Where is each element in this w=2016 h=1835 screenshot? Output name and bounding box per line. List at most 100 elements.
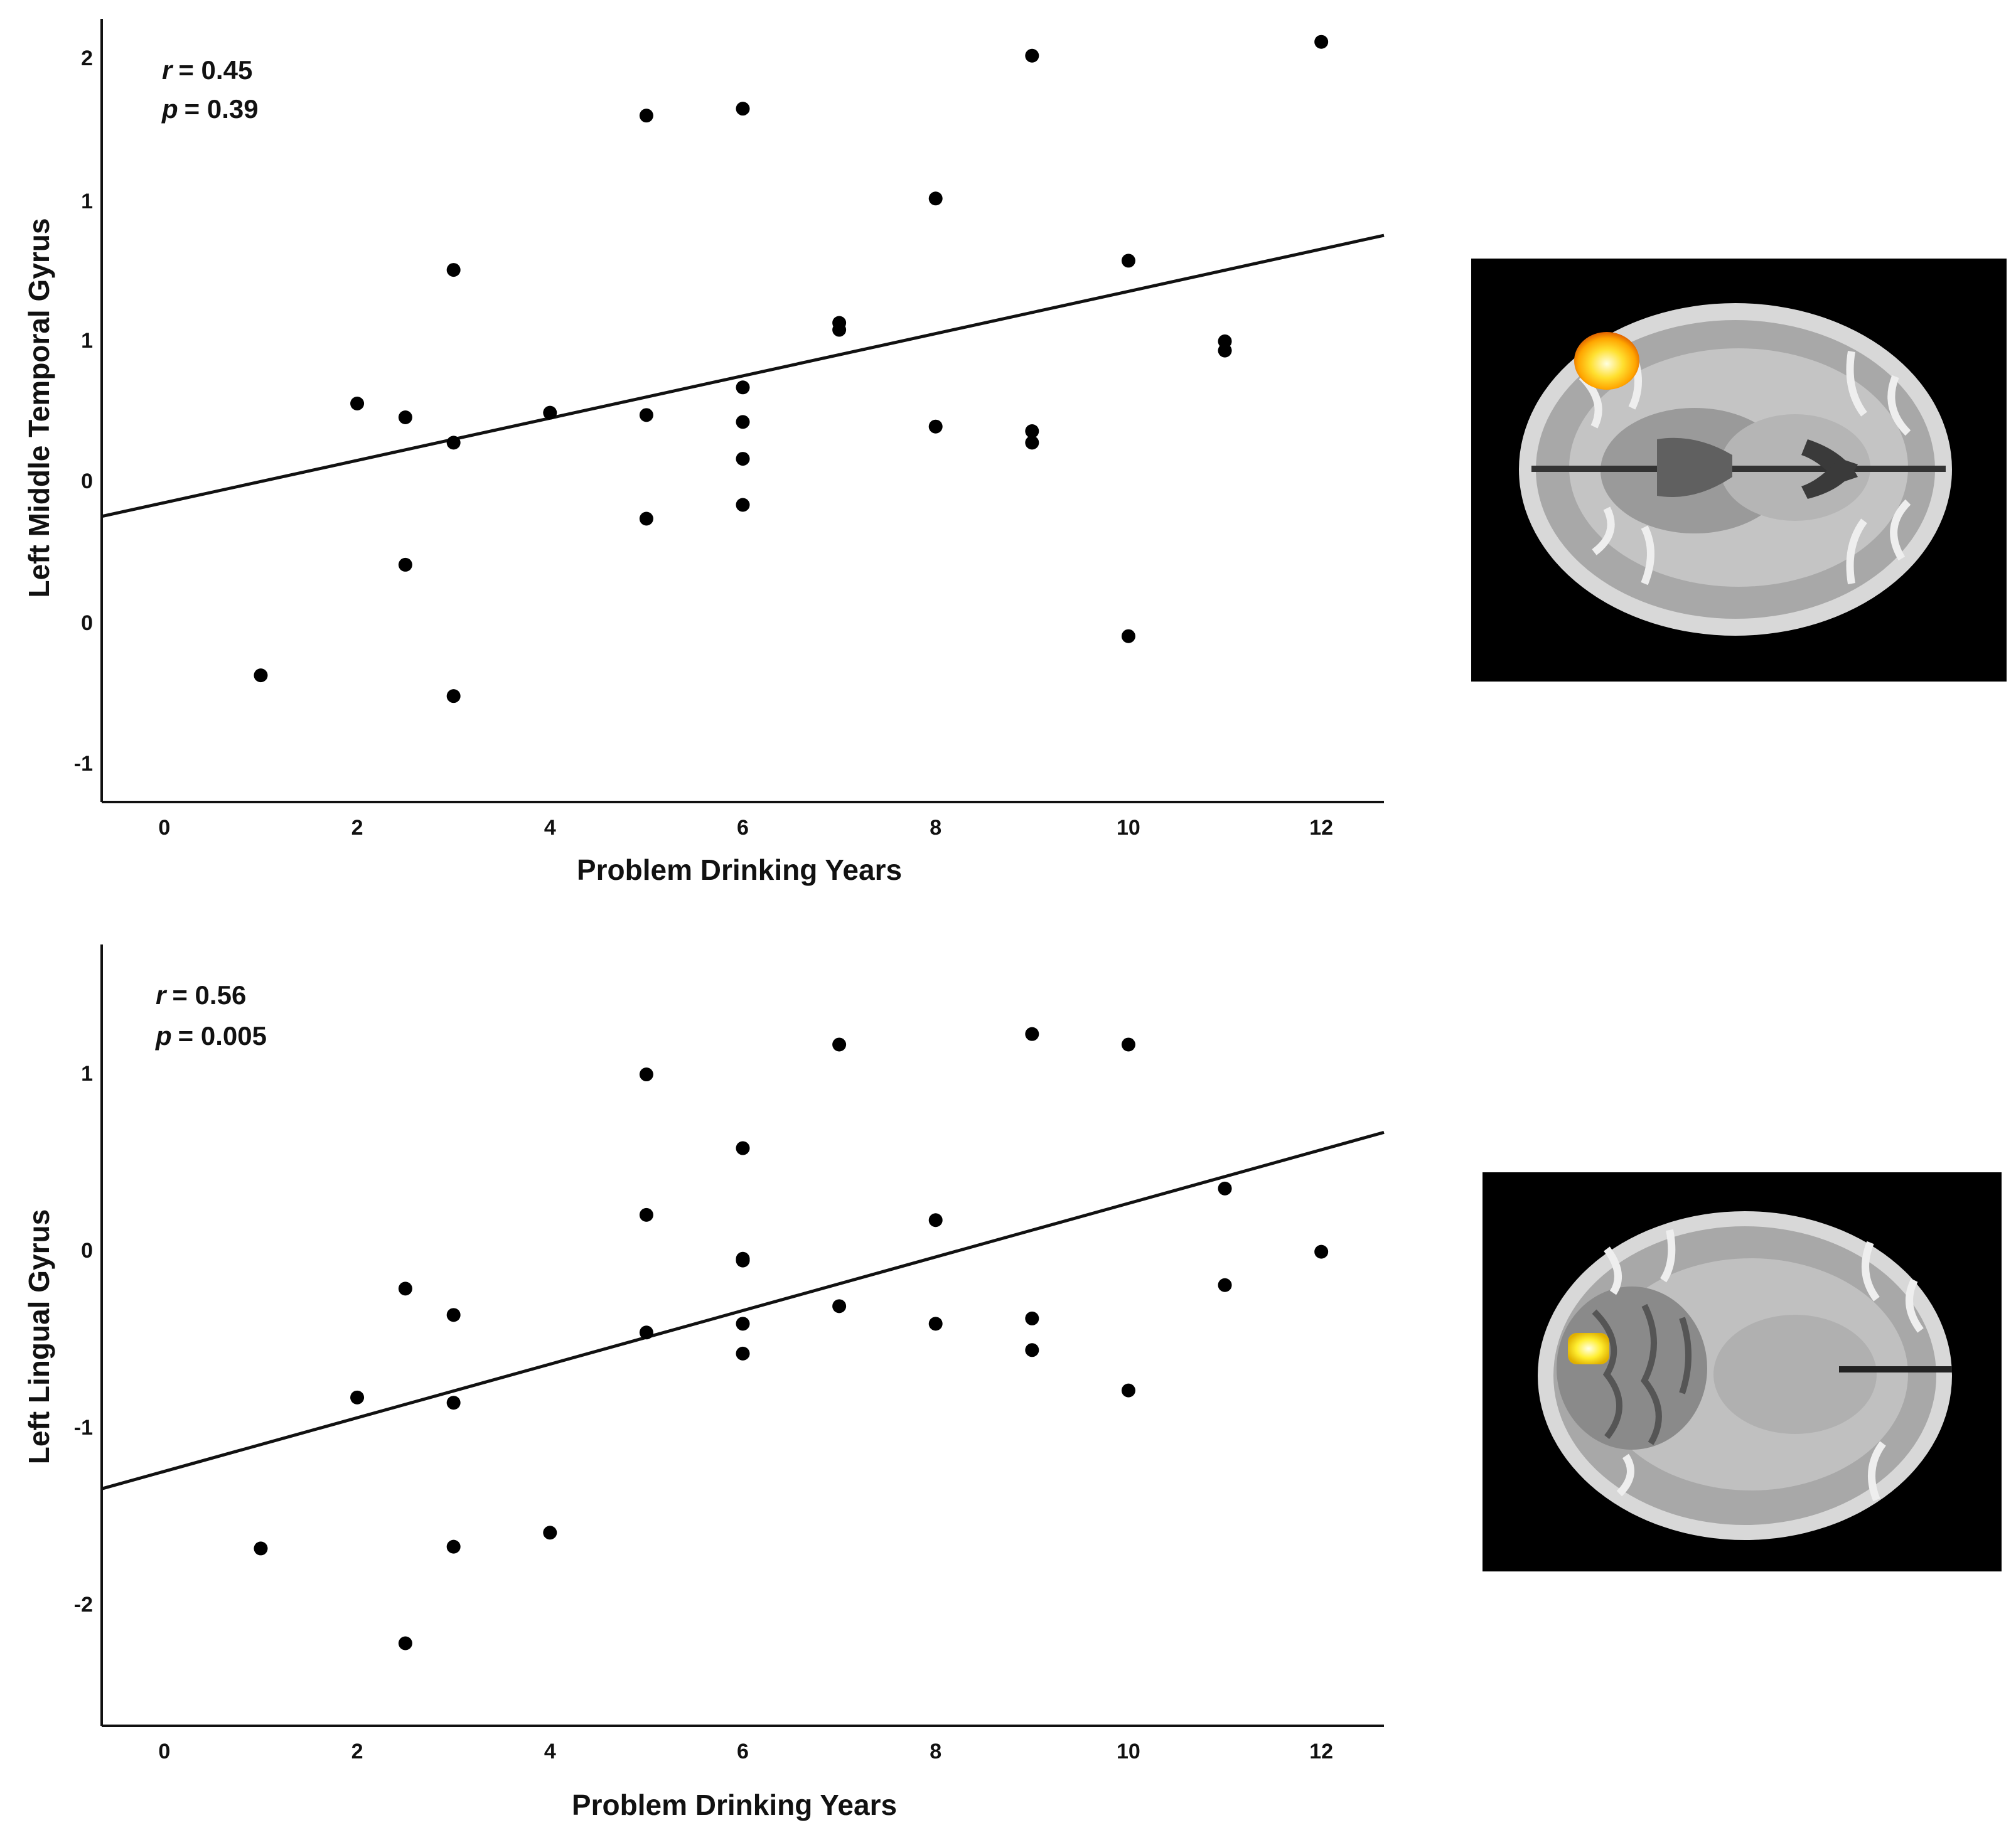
data-point [446, 689, 461, 704]
x-axis-title: Problem Drinking Years [577, 853, 902, 886]
y-tick-label: -1 [74, 1416, 93, 1440]
y-tick-label: -1 [74, 752, 93, 776]
scatter-chart-middle-temporal: 2 1 1 0 0 -1 0 2 4 6 8 10 12 Problem Drinking … [23, 19, 1385, 886]
data-point [1218, 1278, 1232, 1292]
x-tick-label: 12 [1309, 1740, 1333, 1763]
data-point [1314, 1244, 1329, 1259]
p-value: = 0.39 [185, 94, 259, 124]
x-tick-label: 10 [1117, 1740, 1140, 1763]
data-point [736, 102, 750, 116]
x-tick-label: 6 [737, 816, 749, 840]
trend-line [101, 233, 1385, 518]
data-point [543, 1526, 557, 1540]
r-label: r [162, 55, 174, 85]
data-point [446, 1539, 461, 1554]
data-point [928, 191, 943, 206]
data-point [1025, 48, 1039, 63]
y-axis-title: Left Lingual Gyrus [23, 1209, 55, 1464]
stats-annotation: r = 0.45 p = 0.39 [161, 55, 259, 124]
activation-blob [1568, 1333, 1609, 1364]
x-tick-label: 0 [158, 816, 170, 840]
data-point [446, 1308, 461, 1322]
data-point [1121, 629, 1135, 643]
r-annotation: r = 0.45 [162, 55, 252, 85]
stats-annotation: r = 0.56 p = 0.005 [155, 980, 267, 1051]
x-axis-title: Problem Drinking Years [572, 1789, 897, 1821]
y-tick-label: 0 [81, 1239, 93, 1263]
data-point [1025, 424, 1039, 439]
data-point [543, 405, 557, 420]
p-label: p [161, 94, 178, 124]
data-point [639, 1325, 653, 1340]
trend-line [101, 1130, 1385, 1490]
data-point [1025, 436, 1039, 450]
data-point [928, 1317, 943, 1331]
y-tick-label: 2 [81, 46, 93, 70]
r-value: = 0.45 [178, 55, 252, 85]
brain-slice [1538, 1211, 1952, 1540]
data-points [254, 35, 1329, 704]
data-point [1025, 1311, 1039, 1325]
x-tick-label: 10 [1117, 816, 1140, 840]
scatter-chart-lingual: 1 0 -1 -2 0 2 4 6 8 10 12 Problem Drinking Yea… [23, 944, 1385, 1821]
data-point [1121, 254, 1135, 268]
y-tick-label: -2 [74, 1593, 93, 1617]
p-annotation: p = 0.39 [161, 94, 259, 124]
data-point [639, 1067, 653, 1082]
x-tick-labels: 0 2 4 6 8 10 12 [158, 816, 1333, 840]
r-annotation: r = 0.56 [156, 980, 246, 1010]
y-tick-label: 0 [81, 611, 93, 635]
x-tick-label: 4 [544, 1740, 556, 1763]
data-point [398, 410, 412, 425]
data-point [832, 1299, 847, 1313]
data-point [736, 380, 750, 395]
data-point [639, 408, 653, 422]
data-point [639, 511, 653, 526]
data-point [736, 1141, 750, 1155]
data-point [446, 436, 461, 450]
data-point [446, 1396, 461, 1410]
data-point [1025, 1343, 1039, 1357]
data-point [398, 1281, 412, 1296]
r-value: = 0.56 [172, 980, 246, 1010]
y-tick-label: 1 [81, 190, 93, 213]
x-tick-labels: 0 2 4 6 8 10 12 [158, 1740, 1333, 1763]
p-label: p [155, 1021, 172, 1051]
data-point [736, 452, 750, 466]
y-tick-labels: 1 0 -1 -2 [74, 1062, 93, 1617]
y-tick-labels: 2 1 1 0 0 -1 [74, 46, 93, 776]
data-point [1121, 1383, 1135, 1398]
p-annotation: p = 0.005 [155, 1021, 267, 1051]
x-tick-label: 8 [930, 1740, 941, 1763]
y-tick-label: 0 [81, 469, 93, 493]
x-tick-label: 2 [351, 816, 363, 840]
data-point [1121, 1037, 1135, 1052]
brain-image-middle-temporal [1471, 259, 2007, 682]
x-tick-label: 8 [930, 816, 941, 840]
y-axis-title: Left Middle Temporal Gyrus [23, 218, 55, 598]
brain-slice [1519, 303, 1952, 636]
data-point [1218, 343, 1232, 358]
data-point [736, 415, 750, 429]
data-point [639, 109, 653, 123]
data-point [1218, 1181, 1232, 1196]
data-point [254, 668, 268, 683]
data-point [350, 1390, 365, 1404]
data-point [928, 419, 943, 434]
data-point [736, 1317, 750, 1331]
data-points [254, 1027, 1329, 1650]
data-point [1025, 1027, 1039, 1041]
data-point [832, 323, 847, 337]
data-point [446, 263, 461, 277]
data-point [928, 1213, 943, 1228]
data-point [832, 1037, 847, 1052]
activation-blob [1574, 332, 1639, 390]
data-point [254, 1541, 268, 1556]
p-value: = 0.005 [178, 1021, 267, 1051]
data-point [736, 1346, 750, 1361]
x-tick-label: 6 [737, 1740, 749, 1763]
data-point [350, 396, 365, 410]
x-tick-label: 12 [1309, 816, 1333, 840]
y-tick-label: 1 [81, 1062, 93, 1086]
